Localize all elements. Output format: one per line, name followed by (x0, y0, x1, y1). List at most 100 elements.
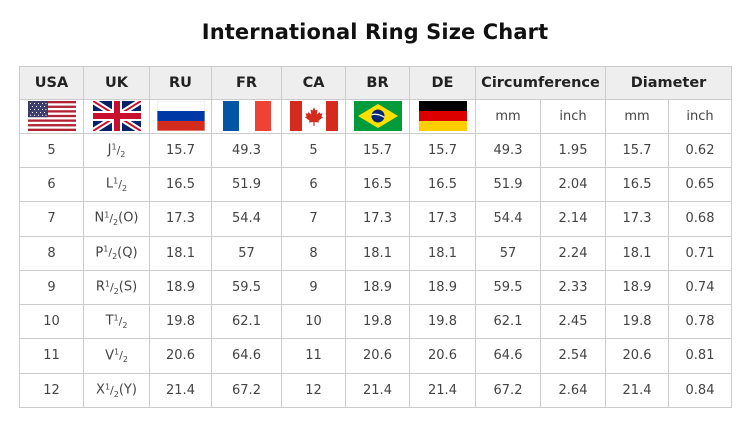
table-row: 12 X1/2(Y) 21.4 67.2 12 21.4 21.4 67.2 2.64 21.4 0… (19, 372, 733, 409)
cell-diameter-mm: 18.9 (605, 269, 670, 306)
cell-diameter-inch: 0.68 (668, 201, 733, 237)
cell-circumference-inch: 1.95 (539, 132, 607, 168)
cell-uk: N1/2(O) (83, 201, 150, 237)
cell-usa: 7 (19, 201, 84, 237)
usa-flag-icon (27, 101, 76, 132)
cell-br: 18.9 (345, 269, 410, 306)
cell-circumference-mm: 59.5 (475, 269, 541, 306)
germany-flag-icon (418, 101, 467, 132)
cell-de: 21.4 (409, 372, 476, 409)
cell-ca: 7 (281, 201, 346, 237)
cell-fr: 62.1 (211, 304, 282, 340)
unit-circumference-inch: inch (539, 98, 607, 134)
cell-circumference-inch: 2.04 (539, 166, 607, 203)
cell-de: 19.8 (409, 304, 476, 340)
header-uk: UK (83, 66, 150, 100)
cell-ru: 16.5 (149, 166, 212, 203)
cell-diameter-inch: 0.78 (668, 304, 733, 340)
cell-circumference-inch: 2.45 (539, 304, 607, 340)
uk-size-letter: T (105, 313, 114, 329)
cell-diameter-mm: 18.1 (605, 235, 670, 271)
cell-br: 21.4 (345, 372, 410, 409)
cell-circumference-inch: 2.64 (539, 372, 607, 409)
cell-circumference-inch: 2.24 (539, 235, 607, 271)
cell-diameter-inch: 0.84 (668, 372, 733, 409)
cell-ru: 19.8 (149, 304, 212, 340)
cell-uk: J1/2 (83, 132, 150, 168)
cell-de: 17.3 (409, 201, 476, 237)
cell-diameter-mm: 19.8 (605, 304, 670, 340)
cell-usa: 11 (19, 338, 84, 374)
header-circumference: Circumference (474, 66, 607, 100)
half-size-fraction: 1/2 (113, 176, 128, 193)
cell-fr: 54.4 (211, 201, 282, 237)
canada-flag-icon (289, 101, 338, 132)
page-title: International Ring Size Chart (201, 20, 549, 44)
cell-fr: 64.6 (211, 338, 282, 374)
half-size-fraction: 1/2 (104, 279, 119, 296)
cell-diameter-inch: 0.74 (668, 269, 733, 306)
header-br: BR (345, 66, 410, 100)
cell-br: 17.3 (345, 201, 410, 237)
brazil-flag-icon (353, 101, 402, 132)
cell-diameter-mm: 20.6 (605, 338, 670, 374)
cell-ca: 10 (281, 304, 346, 340)
cell-uk: V1/2 (83, 338, 150, 374)
cell-usa: 10 (19, 304, 84, 340)
half-size-fraction: 1/2 (104, 381, 119, 399)
cell-de: 16.5 (409, 166, 476, 203)
uk-size-letter: J (107, 142, 112, 158)
header-de: DE (409, 66, 476, 100)
cell-usa: 12 (19, 372, 84, 409)
cell-diameter-inch: 0.65 (668, 166, 733, 203)
unit-circumference-mm: mm (475, 98, 541, 134)
cell-circumference-inch: 2.14 (539, 201, 607, 237)
half-size-fraction: 1/2 (114, 347, 128, 365)
cell-diameter-mm: 15.7 (605, 132, 670, 168)
cell-uk: P1/2(Q) (83, 235, 150, 271)
cell-usa: 6 (19, 166, 84, 203)
half-size-fraction: 1/2 (104, 210, 119, 228)
table-row: 11 V1/2 20.6 64.6 11 20.6 20.6 64.6 2.54 20.6 0.81 (19, 338, 733, 374)
cell-diameter-mm: 17.3 (605, 201, 670, 237)
cell-usa: 8 (19, 235, 84, 271)
header-row: USA UK RU FR CA BR DE Circumference Diam… (19, 66, 733, 100)
uk-size-alt: (S) (118, 279, 138, 295)
cell-ca: 6 (281, 166, 346, 203)
cell-fr: 67.2 (211, 372, 282, 409)
header-ru: RU (149, 66, 212, 100)
uk-size-alt: (Q) (117, 245, 138, 261)
cell-uk: X1/2(Y) (83, 372, 150, 409)
cell-uk: R1/2(S) (83, 269, 150, 306)
cell-diameter-mm: 21.4 (605, 372, 670, 409)
cell-br: 16.5 (345, 166, 410, 203)
cell-ru: 18.9 (149, 269, 212, 306)
header-ca: CA (281, 66, 346, 100)
cell-de: 18.1 (409, 235, 476, 271)
cell-circumference-mm: 54.4 (475, 201, 541, 237)
ring-size-table: USA UK RU FR CA BR DE Circumference Diam… (19, 66, 733, 409)
cell-ca: 8 (281, 235, 346, 271)
cell-ru: 21.4 (149, 372, 212, 409)
cell-circumference-mm: 57 (475, 235, 541, 271)
uk-size-letter: V (105, 348, 114, 364)
table-row: 5 J1/2 15.7 49.3 5 15.7 15.7 49.3 1.95 15.7 0.62 (19, 132, 733, 168)
unit-diameter-inch: inch (668, 98, 733, 134)
cell-diameter-inch: 0.71 (668, 235, 733, 271)
header-fr: FR (211, 66, 282, 100)
cell-de: 15.7 (409, 132, 476, 168)
russia-flag-icon (156, 101, 205, 132)
flag-row: mm inch mm inch (19, 98, 733, 134)
france-flag-icon (222, 101, 271, 132)
cell-fr: 57 (211, 235, 282, 271)
cell-br: 15.7 (345, 132, 410, 168)
cell-fr: 59.5 (211, 269, 282, 306)
table-row: 10 T1/2 19.8 62.1 10 19.8 19.8 62.1 2.45 19.8 0.78 (19, 304, 733, 340)
cell-diameter-inch: 0.81 (668, 338, 733, 374)
cell-ca: 5 (281, 132, 346, 168)
table-row: 8 P1/2(Q) 18.1 57 8 18.1 18.1 57 2.24 18.1 0.71 (19, 235, 733, 271)
cell-uk: L1/2 (83, 166, 150, 203)
cell-de: 18.9 (409, 269, 476, 306)
uk-size-alt: (Y) (118, 382, 137, 398)
half-size-fraction: 1/2 (103, 244, 118, 262)
